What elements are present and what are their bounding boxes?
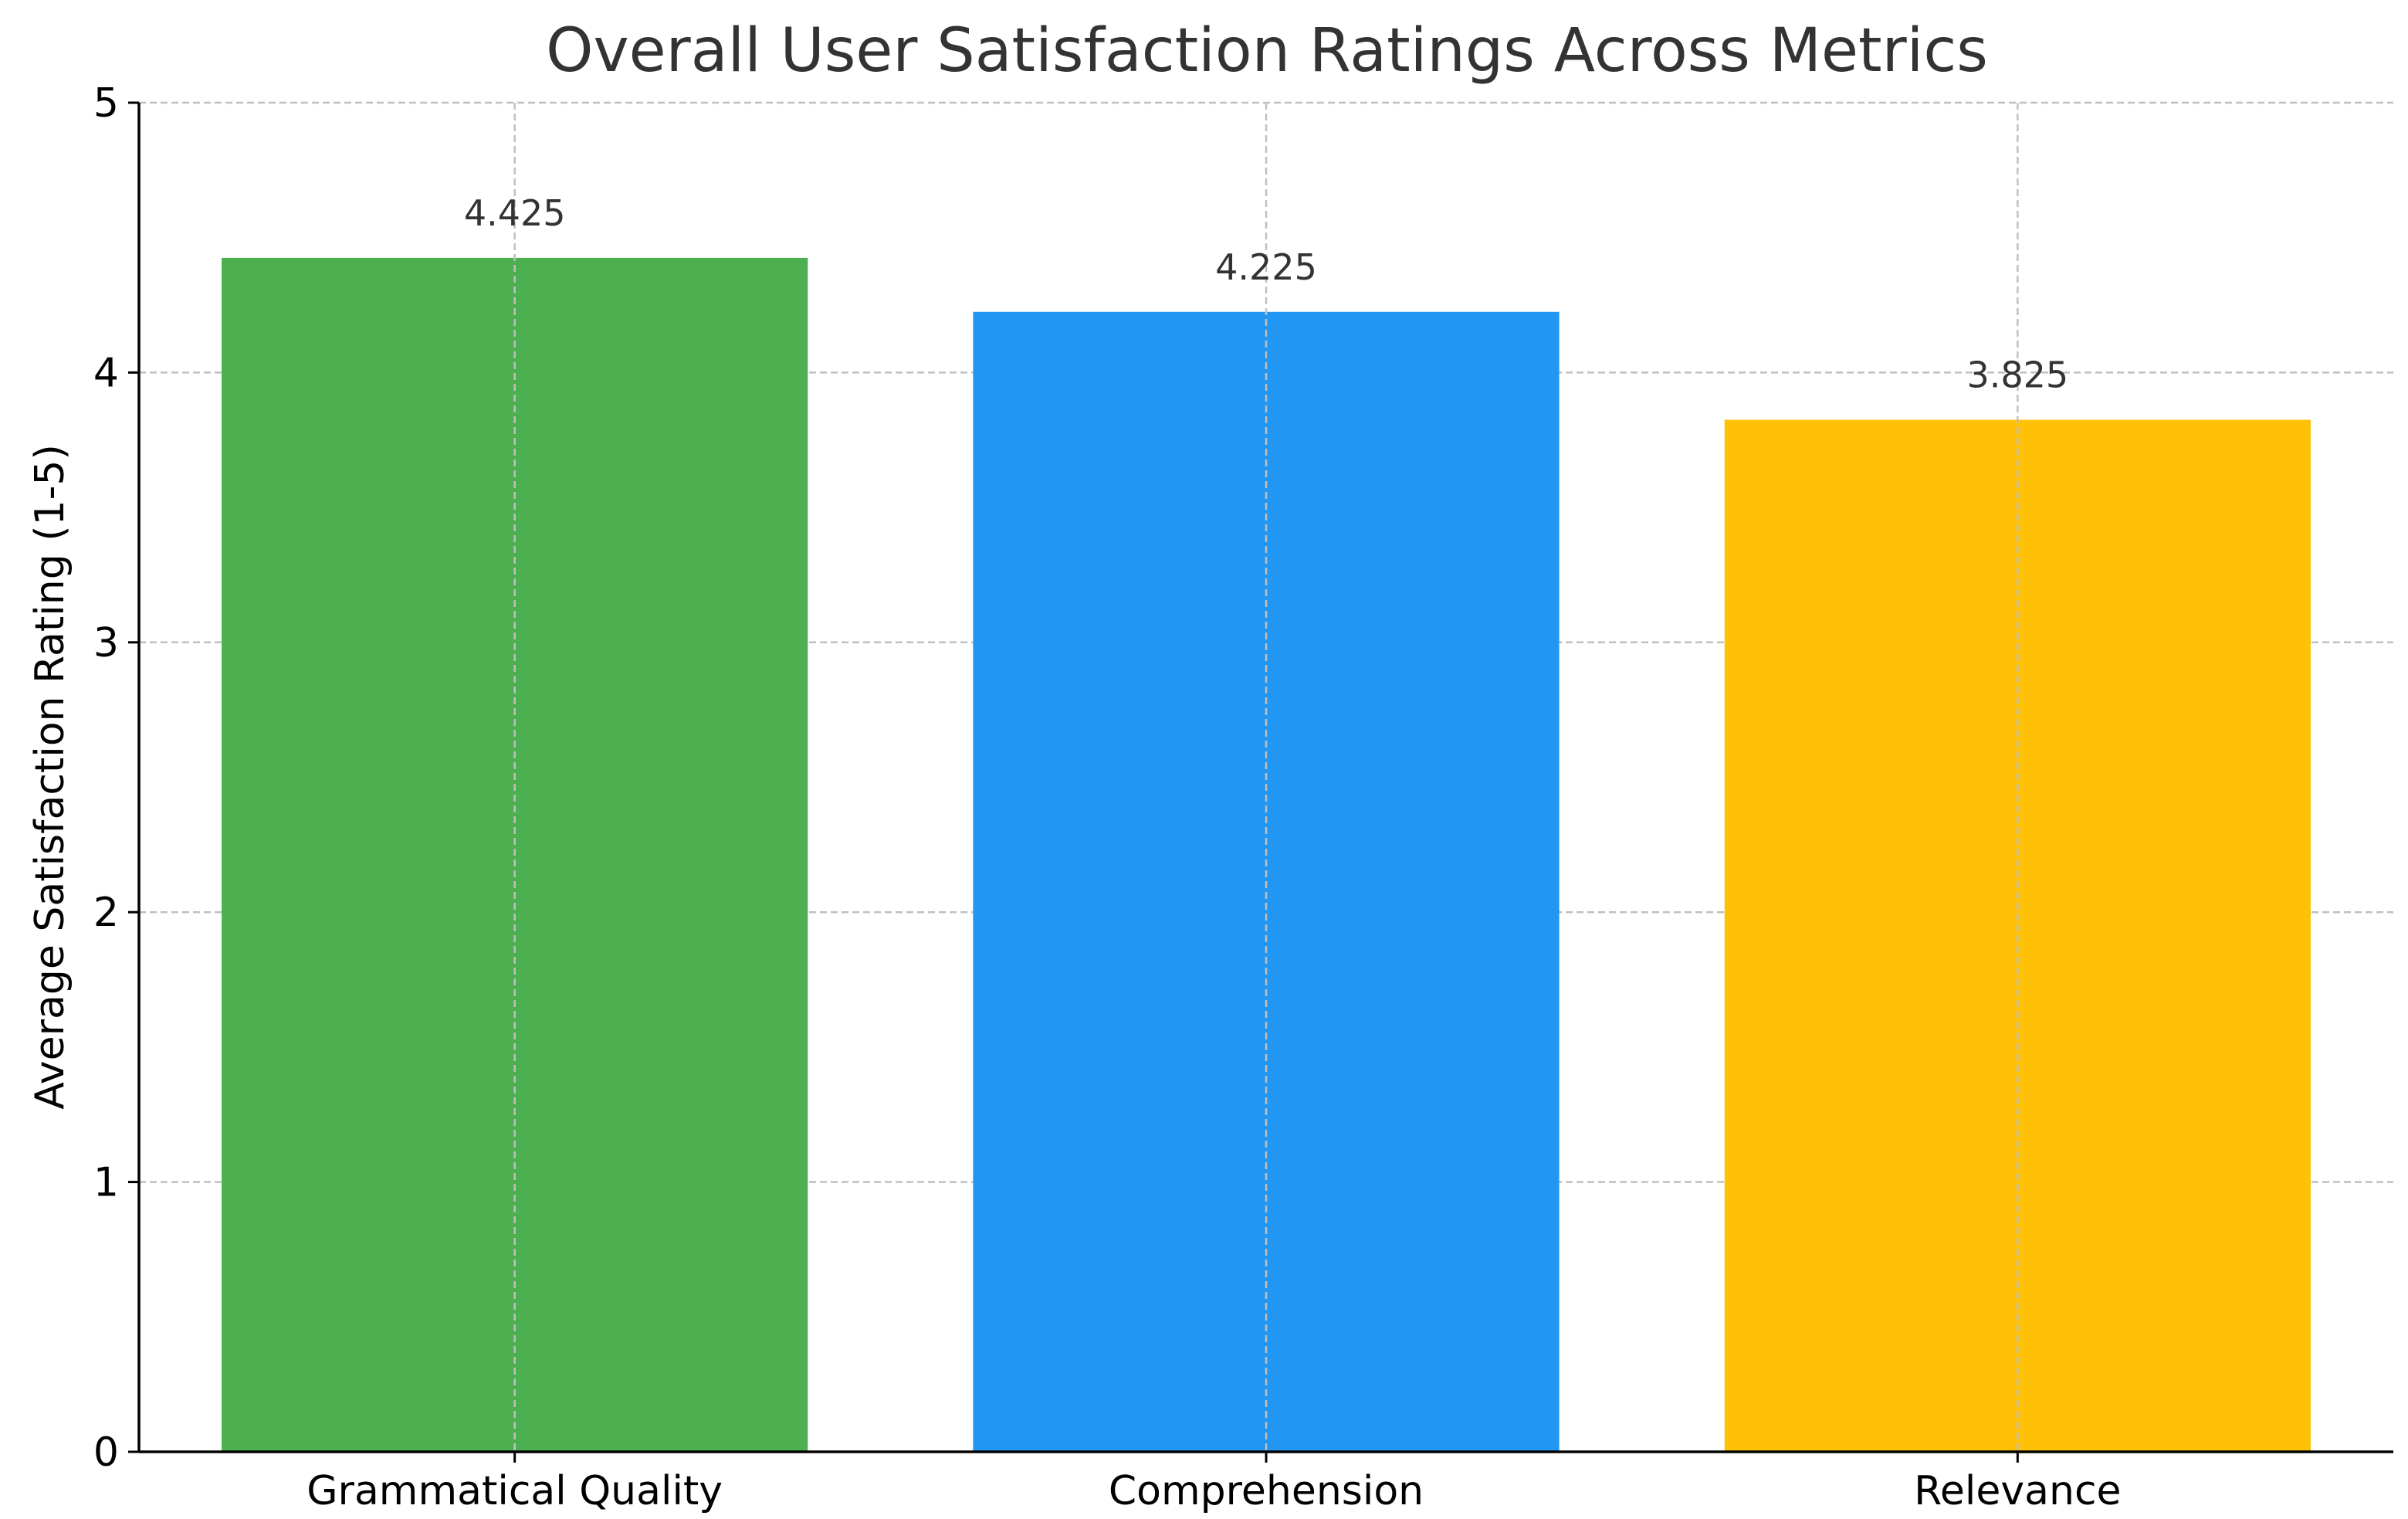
vertical-grid-layer (513, 103, 2019, 1452)
y-tick-label: 5 (93, 80, 119, 127)
y-tick-label: 4 (93, 350, 119, 396)
y-tick-label: 0 (93, 1429, 119, 1476)
bar-value-label: 4.225 (1215, 246, 1317, 288)
y-axis-label: Average Satisfaction Rating (1-5) (27, 444, 73, 1109)
y-tick-label: 2 (93, 890, 119, 936)
x-tick-label: Comprehension (1109, 1468, 1424, 1514)
ticks-layer: 0 1 2 3 4 5 Grammatical Quality Comprehension Re… (93, 80, 2122, 1514)
bar-value-label: 4.425 (464, 192, 566, 234)
value-labels-layer: 4.425 4.225 3.825 (464, 192, 2068, 396)
bar-value-label: 3.825 (1966, 354, 2068, 396)
bars-layer (222, 257, 2311, 1453)
chart-title: Overall User Satisfaction Ratings Across… (546, 16, 1988, 86)
y-tick-label: 1 (93, 1160, 119, 1206)
x-tick-label: Grammatical Quality (307, 1468, 723, 1514)
y-tick-label: 3 (93, 620, 119, 666)
x-tick-label: Relevance (1914, 1468, 2121, 1514)
